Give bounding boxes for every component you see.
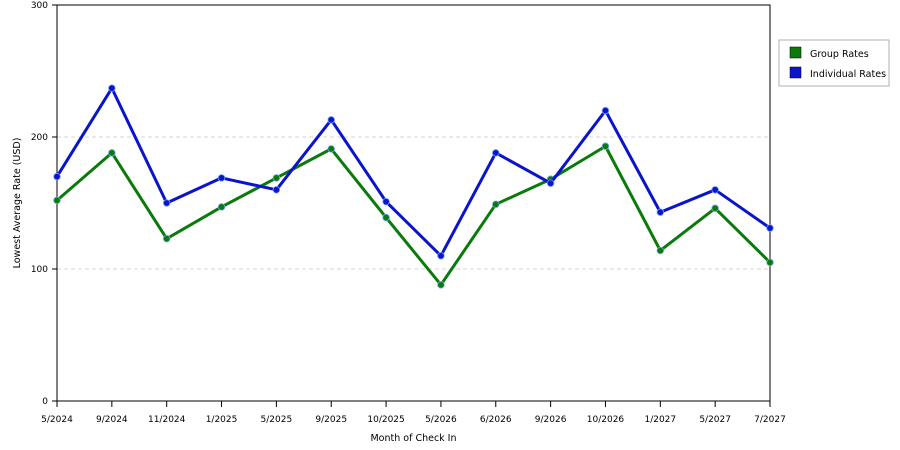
data-point-group-rates bbox=[382, 213, 390, 222]
legend-label-group-rates: Group Rates bbox=[810, 49, 869, 60]
data-point-group-rates bbox=[766, 258, 774, 267]
data-point-individual-rates bbox=[546, 179, 555, 187]
x-axis-title: Month of Check In bbox=[370, 433, 456, 444]
x-tick-label: 7/2027 bbox=[754, 415, 786, 425]
legend-swatch-group-rates bbox=[789, 46, 802, 59]
x-tick-label: 5/2025 bbox=[261, 415, 293, 425]
data-point-individual-rates bbox=[437, 252, 445, 260]
legend-label-individual-rates: Individual Rates bbox=[810, 69, 886, 80]
data-point-group-rates bbox=[162, 234, 171, 243]
data-point-individual-rates bbox=[656, 208, 665, 216]
x-tick-label: 5/2026 bbox=[425, 415, 457, 425]
data-point-individual-rates bbox=[601, 106, 610, 115]
x-tick-label: 1/2027 bbox=[644, 415, 676, 425]
data-point-individual-rates bbox=[108, 84, 116, 92]
y-tick-label: 300 bbox=[31, 1, 48, 11]
data-point-group-rates bbox=[656, 246, 665, 255]
y-tick-label: 200 bbox=[31, 133, 48, 143]
legend: Group Rates Individual Rates bbox=[778, 39, 890, 87]
x-tick-label: 11/2024 bbox=[148, 415, 186, 425]
data-point-group-rates bbox=[492, 200, 500, 209]
series-group bbox=[53, 84, 774, 289]
x-tick-label: 1/2025 bbox=[206, 415, 238, 425]
data-point-individual-rates bbox=[162, 199, 171, 207]
x-tick-label: 5/2024 bbox=[41, 415, 73, 425]
data-point-individual-rates bbox=[766, 224, 774, 232]
x-tick-label: 6/2026 bbox=[480, 415, 512, 425]
data-point-group-rates bbox=[108, 149, 116, 157]
legend-box bbox=[778, 39, 890, 87]
x-tick-label: 10/2025 bbox=[367, 415, 404, 425]
legend-swatch-individual-rates bbox=[789, 66, 802, 79]
data-point-individual-rates bbox=[327, 116, 335, 124]
x-tick-label: 5/2027 bbox=[699, 415, 731, 425]
y-tick-label: 0 bbox=[42, 397, 48, 407]
y-axis-title: Lowest Average Rate (USD) bbox=[12, 138, 23, 269]
data-point-individual-rates bbox=[711, 186, 719, 194]
x-tick-label: 9/2025 bbox=[315, 415, 347, 425]
axes: 0 100 200 300 5/2024 9/2024 11/2024 1/2025 5/202… bbox=[31, 1, 786, 425]
data-point-individual-rates bbox=[53, 172, 61, 181]
data-point-individual-rates bbox=[272, 186, 281, 194]
x-tick-label: 9/2026 bbox=[535, 415, 567, 425]
data-point-group-rates bbox=[437, 281, 445, 289]
series-line-group-rates bbox=[56, 144, 772, 287]
data-point-group-rates bbox=[711, 204, 719, 212]
x-tick-label: 9/2024 bbox=[96, 415, 128, 425]
x-tick-label: 10/2026 bbox=[587, 415, 625, 425]
data-point-individual-rates bbox=[217, 174, 226, 182]
data-point-individual-rates bbox=[492, 149, 500, 157]
series-line-individual-rates bbox=[55, 86, 771, 258]
y-tick-label: 100 bbox=[31, 265, 48, 275]
data-point-group-rates bbox=[217, 203, 226, 211]
data-point-individual-rates bbox=[382, 197, 390, 206]
data-point-group-rates bbox=[327, 145, 335, 153]
data-point-group-rates bbox=[53, 196, 61, 205]
data-point-group-rates bbox=[272, 174, 281, 182]
data-point-group-rates bbox=[601, 142, 610, 150]
